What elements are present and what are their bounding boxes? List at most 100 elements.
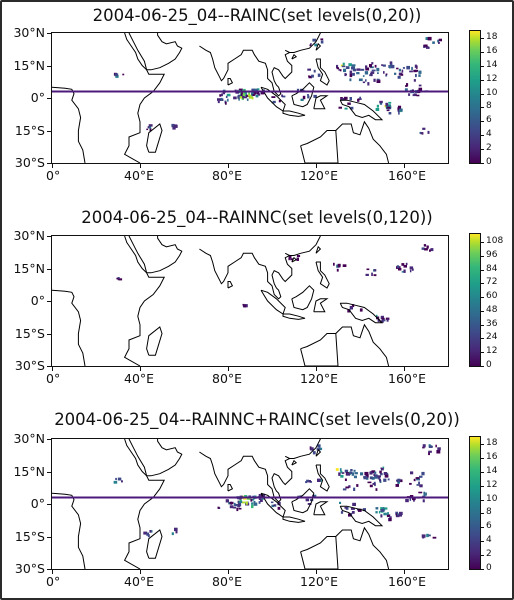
rain-cell [241,501,246,504]
colorbar-tick [481,242,484,244]
rain-cell [241,91,243,95]
coastline [146,529,163,559]
rain-cell [232,506,237,509]
rain-cell [423,494,426,498]
colorbar-tick [481,121,484,123]
lat-label: 30°S [14,155,45,170]
rain-cell [310,43,312,45]
rain-cell [422,499,425,503]
rain-cell [335,468,339,471]
rain-cell [398,514,402,517]
rain-cell [420,132,423,135]
coastline [300,130,336,147]
rain-cell [389,518,392,521]
colorbar-tick [481,93,484,95]
rain-cell [350,106,354,110]
rain-cell [233,96,237,100]
rain-cell [229,505,234,509]
rain-cell [339,69,342,72]
rain-cell [350,507,355,510]
colorbar-tick-label: 8 [486,507,492,518]
colorbar-tick-label: 72 [486,277,498,288]
rain-cell [251,88,255,92]
coastline [227,78,234,86]
lat-tick [47,65,51,67]
rain-cell [336,67,339,70]
rain-cell [220,97,223,101]
coastline [313,501,329,516]
rain-cell [373,78,376,82]
rain-cell [252,93,255,96]
rain-cell [296,257,299,261]
rain-cell [395,515,400,518]
lat-tick [47,333,51,335]
rain-cell [240,94,244,97]
rain-cell [409,482,412,485]
lon-tick [52,164,53,168]
rain-cell [403,269,406,273]
rain-cell [379,100,383,104]
rain-cell [219,94,222,97]
rain-cell [399,108,403,112]
rain-cell [352,502,356,506]
lon-label: 0° [46,371,61,386]
rain-cell [373,269,377,272]
colorbar-tick-label: 12 [486,346,498,357]
rain-cell [316,448,321,451]
rain-cell [348,63,352,67]
colorbar-tick [481,366,484,367]
rain-cell [421,534,426,538]
rain-cell [248,96,253,99]
rain-cell [239,96,243,99]
coastline [339,99,384,121]
rain-cell [250,498,255,501]
rain-cell [244,304,248,308]
rain-cell [415,74,417,78]
rain-cell [414,64,417,68]
lat-tick [47,98,51,99]
rain-cell [217,100,220,104]
rain-cell [253,502,258,506]
rain-cell [146,128,149,131]
colorbar-tick-label: 2 [486,143,492,154]
rain-cell [237,505,241,508]
rain-cell [424,248,428,251]
lon-label: 160°E [388,168,427,183]
rain-cell [308,75,312,79]
rain-cell [379,480,382,483]
rain-cell [342,488,347,491]
rain-cell [239,498,242,501]
rain-cell [379,470,382,474]
lon-label: 80°E [212,371,243,386]
rain-cell [408,93,411,96]
colorbar-tick-label: 4 [486,535,492,546]
rain-cell [389,65,391,69]
rain-cell [248,495,252,497]
rain-cell [351,64,356,67]
coastline [123,33,166,163]
rain-cell [384,474,389,478]
rain-cell [116,277,118,280]
rain-cell [244,495,247,497]
rain-cell [424,44,428,47]
rain-cell [386,109,390,112]
rain-cell [412,94,416,97]
rain-cell [365,67,370,71]
colorbar-tick-label: 0 [486,157,492,167]
rain-cell [357,98,360,102]
rain-cell [149,530,152,533]
rain-cell [357,508,362,512]
coastline [315,261,330,289]
colorbar-tick [481,324,484,326]
rain-cell [172,126,176,130]
colorbar-tick-label: 16 [486,451,498,462]
rain-cell [343,96,348,100]
rain-cell [217,98,221,101]
rain-cell [256,91,259,94]
colorbar [469,233,481,367]
rain-cell [397,75,401,79]
map-area [51,438,449,570]
rain-cell [413,478,416,482]
rain-cell [423,491,426,495]
rain-cell [337,263,341,267]
